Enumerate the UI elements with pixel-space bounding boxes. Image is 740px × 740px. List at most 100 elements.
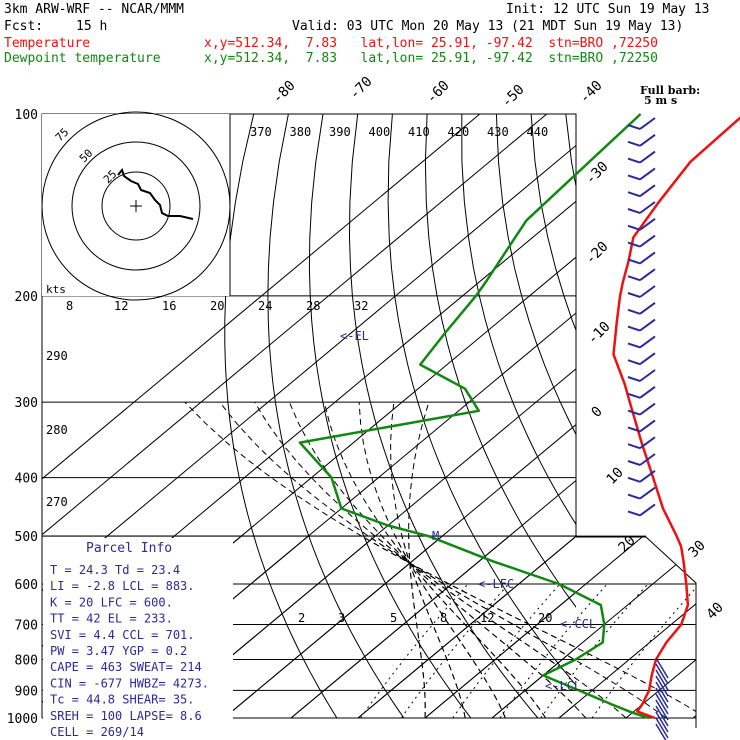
mixing-ratio-line bbox=[499, 583, 608, 719]
mixing-ratio-line bbox=[591, 583, 696, 719]
wind-barb-shaft bbox=[639, 285, 656, 298]
wind-barb-flag bbox=[627, 342, 641, 349]
dewpoint-legend-label: Dewpoint temperature bbox=[4, 51, 161, 66]
dry-adiabat-line bbox=[705, 114, 740, 718]
theta-e-label: 400 bbox=[369, 125, 391, 139]
dry-adiabat-line bbox=[495, 114, 576, 436]
theta-e-label: 370 bbox=[250, 125, 272, 139]
isotherm-line bbox=[357, 537, 696, 719]
pressure-label-1000: 1000 bbox=[7, 712, 38, 727]
theta-e-label: 440 bbox=[527, 125, 549, 139]
isotherm-line bbox=[223, 537, 696, 719]
isotherm-label: 30 bbox=[686, 538, 709, 561]
forecast-label: Fcst: bbox=[4, 19, 44, 34]
wind-barb-shaft bbox=[639, 201, 656, 214]
wind-barb-shaft bbox=[639, 301, 656, 315]
parcel-info-title: Parcel Info bbox=[86, 541, 172, 556]
wind-barb-flag bbox=[627, 224, 641, 231]
theta-e-label: 430 bbox=[487, 125, 509, 139]
isotherm-line bbox=[223, 424, 576, 718]
mixing-ratio-lower-label: 5 bbox=[390, 611, 397, 625]
wind-barb-flag bbox=[627, 308, 641, 315]
hodograph-trace bbox=[117, 167, 194, 220]
wind-barb-flag bbox=[627, 359, 641, 366]
theta-label: 280 bbox=[46, 423, 68, 437]
barb-legend-title: Full barb: bbox=[640, 84, 700, 97]
dry-adiabat-line bbox=[308, 114, 472, 718]
wind-barb-flag bbox=[627, 174, 641, 181]
wind-barb-lower bbox=[655, 669, 669, 691]
wind-barb-flag bbox=[627, 476, 641, 483]
pressure-label-100: 100 bbox=[15, 108, 38, 123]
moist-adiabat-line bbox=[288, 402, 576, 709]
wind-barb-flag bbox=[627, 392, 641, 399]
isotherm-line bbox=[692, 537, 696, 719]
forecast-hour: 15 h bbox=[76, 19, 108, 34]
wind-barb-flag bbox=[627, 241, 641, 248]
annotation-el: <-EL bbox=[340, 329, 369, 343]
theta-e-label: 420 bbox=[448, 125, 470, 139]
wind-barb-lower bbox=[655, 699, 669, 721]
wind-barb-flag bbox=[627, 140, 641, 147]
init-time: Init: 12 UTC Sun 19 May 13 bbox=[506, 2, 710, 17]
pressure-label-800: 800 bbox=[15, 653, 38, 668]
parcel-info-row: T = 24.3 Td = 23.4 bbox=[50, 563, 180, 577]
dry-adiabat-line bbox=[224, 114, 338, 718]
parcel-info-row: SREH = 100 LAPSE= 8.6 bbox=[50, 709, 202, 723]
parcel-info-row: K = 20 LFC = 600. bbox=[50, 595, 173, 609]
wind-barb-shaft bbox=[639, 133, 656, 147]
dry-adiabat-line bbox=[267, 114, 405, 718]
isotherm-line bbox=[693, 114, 740, 718]
wind-barb-flag bbox=[627, 208, 641, 214]
annotation-lcl: <-LCL bbox=[545, 679, 581, 693]
isotherm-line bbox=[290, 537, 696, 719]
parcel-info-row: PW = 3.47 YGP = 0.2 bbox=[50, 644, 187, 658]
wind-barb-lower bbox=[655, 717, 669, 739]
mixing-ratio-line bbox=[360, 583, 469, 719]
mixing-ratio-lower-label: 20 bbox=[538, 611, 552, 625]
dry-adiabat-line bbox=[601, 114, 740, 718]
moist-adiabat-line bbox=[323, 537, 547, 719]
parcel-info-row: LI = -2.8 LCL = 883. bbox=[50, 579, 195, 593]
wind-barb-flag bbox=[627, 157, 641, 164]
parcel-info-row: CAPE = 463 SWEAT= 214 bbox=[50, 660, 202, 674]
isotherm-label: 10 bbox=[604, 465, 627, 488]
annotation-ccl: <-CCL bbox=[560, 617, 596, 631]
wind-barb-shaft bbox=[639, 318, 656, 332]
isotherm-line bbox=[424, 591, 576, 718]
model-title: 3km ARW-WRF -- NCAR/MMM bbox=[4, 2, 185, 17]
moist-adiabat-line bbox=[254, 537, 627, 719]
wind-barb-shaft bbox=[639, 453, 656, 466]
pressure-label-300: 300 bbox=[15, 396, 38, 411]
mixing-ratio-label: 8 bbox=[66, 299, 73, 313]
barb-legend-units: 5 m s bbox=[644, 94, 677, 107]
dry-adiabat-line bbox=[387, 114, 576, 686]
isotherm-label: -10 bbox=[585, 319, 614, 348]
pressure-label-700: 700 bbox=[15, 618, 38, 633]
theta-label: 270 bbox=[46, 495, 68, 509]
moist-adiabat-line bbox=[184, 537, 696, 719]
wind-barb-shaft bbox=[639, 469, 656, 483]
wind-barb-flag bbox=[627, 325, 641, 332]
wind-barb-shaft bbox=[639, 251, 656, 265]
valid-time: Valid: 03 UTC Mon 20 May 13 (21 MDT Sun … bbox=[292, 19, 684, 34]
mixing-ratio-label: 32 bbox=[354, 299, 368, 313]
isotherm-line bbox=[42, 144, 576, 592]
wind-barb-shaft bbox=[639, 217, 656, 231]
isotherm-line bbox=[42, 114, 481, 480]
dewpoint-legend-info: x,y=512.34, 7.83 lat,lon= 25.91, -97.42 … bbox=[204, 51, 658, 66]
wind-barb-flag bbox=[627, 191, 641, 198]
temperature-legend-info: x,y=512.34, 7.83 lat,lon= 25.91, -97.42 … bbox=[204, 36, 658, 51]
mixing-ratio-label: 28 bbox=[306, 299, 320, 313]
wind-barb-shaft bbox=[639, 167, 656, 181]
pressure-label-600: 600 bbox=[15, 578, 38, 593]
wind-barb-shaft bbox=[639, 419, 656, 433]
mixing-ratio-label: 12 bbox=[114, 299, 128, 313]
isotherm-line bbox=[491, 537, 696, 719]
isotherm-label: -60 bbox=[424, 78, 453, 107]
hodograph-units: kts bbox=[46, 283, 66, 296]
isotherm-label: 40 bbox=[704, 600, 727, 623]
wind-barb-lower bbox=[655, 657, 669, 679]
isotherm-label: 0 bbox=[589, 404, 606, 421]
isotherm-label: -50 bbox=[499, 82, 528, 111]
